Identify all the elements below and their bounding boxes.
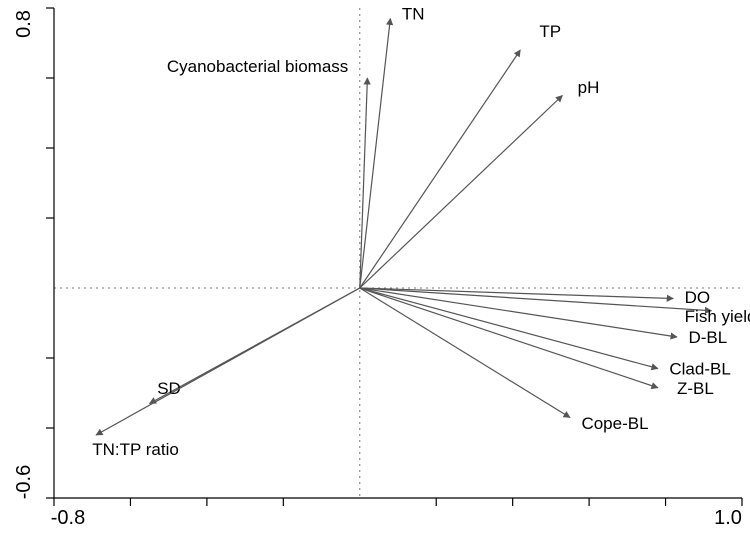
x-tick-label: 1.0 [714, 507, 742, 529]
vector-label: DO [685, 288, 711, 307]
vector-label: Clad-BL [669, 360, 730, 379]
vector-label: Cope-BL [581, 414, 648, 433]
x-tick-label: -0.8 [51, 507, 85, 529]
vector-label: TP [539, 22, 561, 41]
vector-label: D-BL [688, 328, 727, 347]
vector-label: Cyanobacterial biomass [167, 57, 348, 76]
y-tick-label: -0.6 [13, 465, 35, 499]
biplot-chart: TN TP pH Cyanobacterial biomass DOFish yield… [0, 0, 750, 538]
vector-label: Fish yield [685, 307, 750, 326]
chart-svg: TN TP pH Cyanobacterial biomass DOFish yield… [0, 0, 750, 538]
y-tick-label: 0.8 [13, 10, 35, 38]
vector-label: SD [157, 379, 181, 398]
vector-label: TN:TP ratio [92, 440, 179, 459]
vector-label: pH [578, 78, 600, 97]
vector-label: Z-BL [677, 379, 714, 398]
vector-label: TN [402, 4, 425, 23]
